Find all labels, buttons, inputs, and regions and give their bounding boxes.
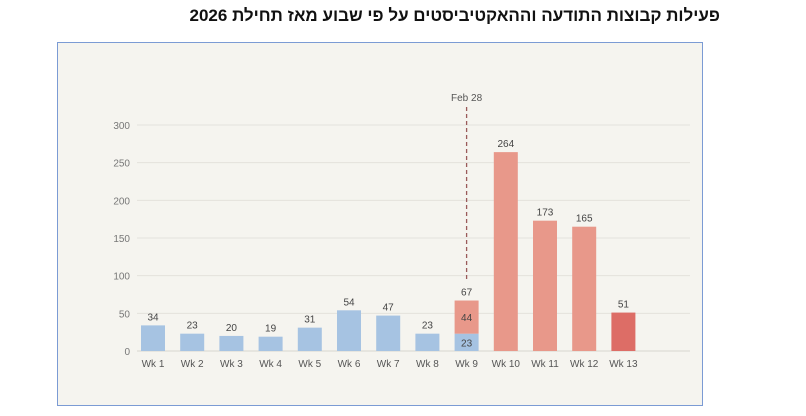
chart-title: פעילות קבוצות התודעה וההאקטיביסטים על פי…	[189, 6, 720, 25]
x-tick-label: Wk 9	[455, 359, 478, 370]
data-label: 173	[537, 208, 554, 219]
y-tick-label: 100	[113, 272, 130, 283]
data-label: 54	[343, 297, 355, 308]
x-tick-label: Wk 7	[377, 359, 400, 370]
x-tick-label: Wk 10	[492, 359, 521, 370]
x-tick-label: Wk 13	[609, 359, 638, 370]
data-label: 23	[187, 321, 199, 332]
bar	[415, 333, 440, 351]
bar	[611, 312, 636, 351]
bar	[258, 336, 283, 351]
bar	[533, 220, 557, 351]
segment-label: 44	[461, 313, 473, 324]
y-tick-label: 200	[113, 196, 130, 207]
data-label: 47	[383, 303, 395, 314]
data-label: 23	[422, 321, 434, 332]
bar	[572, 226, 597, 351]
y-tick-label: 150	[113, 234, 130, 245]
x-tick-label: Wk 8	[416, 359, 439, 370]
x-tick-label: Wk 12	[570, 359, 599, 370]
bar	[141, 325, 165, 351]
y-tick-label: 300	[113, 121, 130, 132]
x-tick-label: Wk 11	[531, 359, 559, 370]
y-tick-label: 250	[113, 159, 130, 170]
bar	[219, 335, 244, 351]
bar	[337, 310, 361, 351]
x-tick-label: Wk 1	[142, 359, 165, 370]
data-label: 34	[147, 312, 159, 323]
data-label: 20	[226, 323, 238, 334]
x-tick-label: Wk 3	[220, 359, 243, 370]
segment-label: 23	[461, 338, 473, 349]
x-tick-label: Wk 5	[298, 359, 321, 370]
data-label: 264	[497, 139, 514, 150]
y-tick-label: 50	[119, 309, 131, 320]
bar	[376, 315, 401, 351]
x-tick-label: Wk 6	[338, 359, 361, 370]
bar	[454, 333, 479, 351]
data-label: 67	[461, 288, 473, 299]
data-label: 51	[618, 300, 630, 311]
x-tick-label: Wk 2	[181, 359, 204, 370]
bar	[180, 333, 205, 351]
data-label: 31	[304, 315, 316, 326]
data-label: 165	[576, 214, 593, 225]
y-tick-label: 0	[124, 347, 130, 358]
bar	[297, 327, 322, 351]
x-tick-label: Wk 4	[259, 359, 282, 370]
bar	[454, 300, 479, 334]
event-marker-label: Feb 28	[451, 93, 483, 104]
bar	[493, 152, 518, 351]
data-label: 19	[265, 324, 277, 335]
